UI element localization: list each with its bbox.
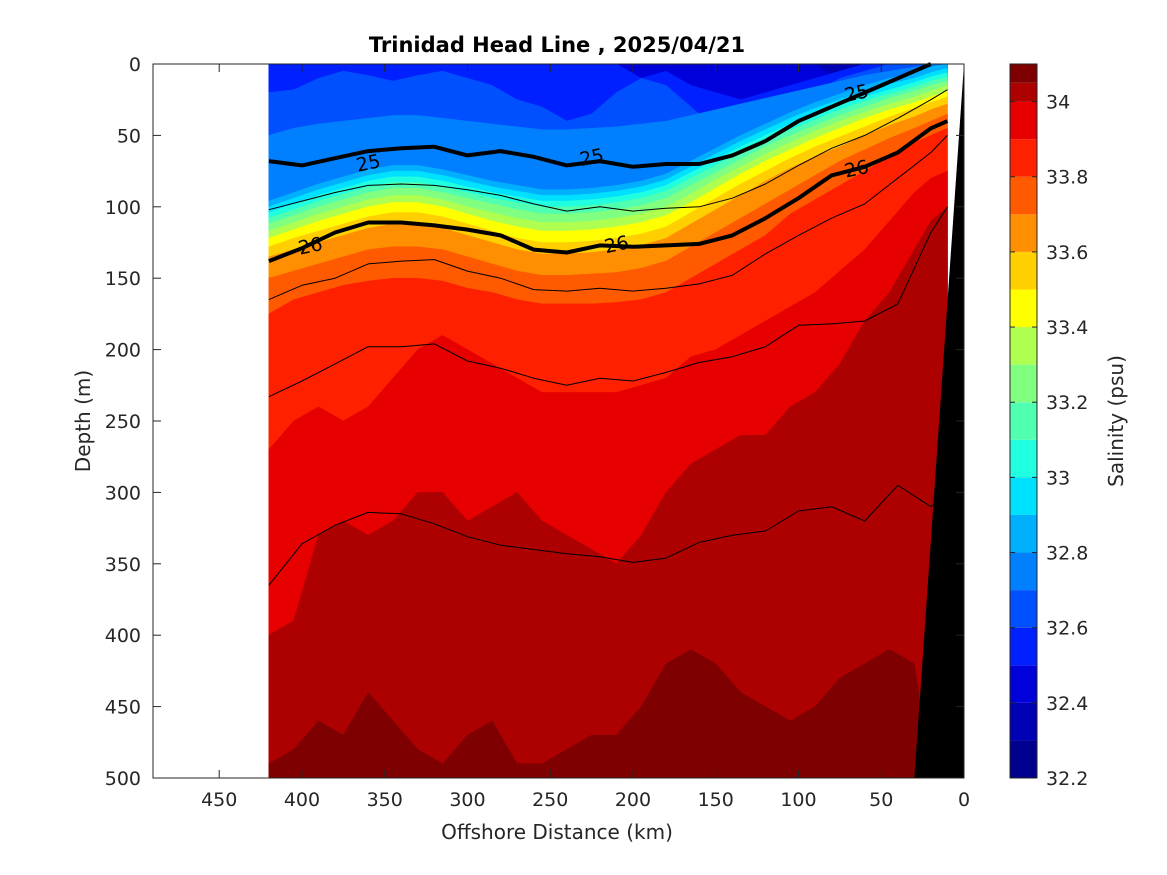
density-contours xyxy=(268,62,949,586)
contour-label: 25 xyxy=(578,145,606,172)
axes: 450 400 350 300 250 200 150 100 50 00501001502002… xyxy=(105,54,970,811)
colorbar-level xyxy=(1010,665,1037,703)
x-axis-label: Offshore Distance (km) xyxy=(441,820,673,844)
y-tick-label: 500 xyxy=(105,768,141,790)
contour-label: 25 xyxy=(843,80,871,107)
salinity-band-34.08 xyxy=(268,649,948,779)
colorbar-tick-label: 34 xyxy=(1046,92,1070,114)
colorbar-level xyxy=(1010,101,1037,140)
colorbar-level xyxy=(1010,477,1037,515)
colorbar-tick-label: 33.6 xyxy=(1046,242,1088,264)
colorbar-level xyxy=(1010,64,1037,83)
y-tick-label: 50 xyxy=(117,125,141,147)
colorbar-tick-label: 32.4 xyxy=(1046,693,1088,715)
contour-label: 25 xyxy=(354,150,382,177)
x-tick-label: 150 xyxy=(698,789,734,811)
contour-label: 26 xyxy=(296,233,324,260)
colorbar-level xyxy=(1010,214,1037,252)
contour-label: 26 xyxy=(603,232,631,259)
x-tick-label: 0 xyxy=(958,789,970,811)
colorbar-tick-label: 33.4 xyxy=(1046,317,1088,339)
x-tick-label: 50 xyxy=(869,789,893,811)
colorbar-label: Salinity (psu) xyxy=(1104,355,1128,487)
salinity-band-34.02 xyxy=(268,206,948,779)
contour-label: 26 xyxy=(843,156,871,183)
colorbar-tick-label: 32.6 xyxy=(1046,618,1088,640)
y-tick-label: 400 xyxy=(105,625,141,647)
colorbar-level xyxy=(1010,402,1037,440)
density-contour-25 xyxy=(268,62,932,169)
colorbar-level xyxy=(1010,289,1037,328)
y-tick-label: 150 xyxy=(105,268,141,290)
y-tick-label: 0 xyxy=(129,54,141,76)
colorbar-level xyxy=(1010,740,1037,778)
x-tick-label: 300 xyxy=(449,789,485,811)
x-tick-label: 350 xyxy=(367,789,403,811)
colorbar-tick-label: 32.2 xyxy=(1046,768,1088,790)
colorbar-level xyxy=(1010,514,1037,553)
colorbar-level xyxy=(1010,627,1037,666)
colorbar-level xyxy=(1010,82,1037,102)
colorbar-tick-label: 32.8 xyxy=(1046,543,1088,565)
y-axis-label: Depth (m) xyxy=(71,370,95,472)
x-tick-label: 450 xyxy=(201,789,237,811)
x-tick-label: 200 xyxy=(615,789,651,811)
chart-title: Trinidad Head Line , 2025/04/21 xyxy=(369,33,745,57)
y-tick-label: 300 xyxy=(105,482,141,504)
colorbar-level xyxy=(1010,327,1037,365)
colorbar-level xyxy=(1010,139,1037,177)
colorbar-level xyxy=(1010,552,1037,591)
colorbar-frame xyxy=(1009,63,1038,779)
bathymetry-shelf xyxy=(914,64,964,778)
colorbar: 32.2 32.4 32.6 32.8 33 33.2 33.4 33.6 33.8 34 xyxy=(1009,63,1088,790)
colorbar-level xyxy=(1010,590,1037,628)
y-tick-label: 350 xyxy=(105,554,141,576)
density-contour-26 xyxy=(268,119,949,263)
x-tick-label: 400 xyxy=(284,789,320,811)
colorbar-level xyxy=(1010,251,1037,290)
y-tick-label: 200 xyxy=(105,340,141,362)
colorbar-level xyxy=(1010,364,1037,403)
colorbar-tick-label: 33.8 xyxy=(1046,167,1088,189)
colorbar-tick-label: 33.2 xyxy=(1046,392,1088,414)
x-tick-label: 100 xyxy=(780,789,816,811)
y-tick-label: 100 xyxy=(105,197,141,219)
y-tick-label: 450 xyxy=(105,697,141,719)
density-contour-26.3 xyxy=(268,135,948,301)
y-tick-label: 250 xyxy=(105,411,141,433)
colorbar-level xyxy=(1010,176,1037,215)
colorbar-tick-label: 33 xyxy=(1046,467,1070,489)
density-contour-25.5 xyxy=(268,89,948,212)
density-contour-26.5 xyxy=(268,206,948,398)
density-contour-26.7 xyxy=(268,484,948,586)
plot-area xyxy=(268,63,964,779)
contour-labels: 25 25 25 26 26 26 xyxy=(296,80,870,259)
colorbar-level xyxy=(1010,439,1037,478)
x-tick-label: 250 xyxy=(532,789,568,811)
colorbar-level xyxy=(1010,702,1037,741)
